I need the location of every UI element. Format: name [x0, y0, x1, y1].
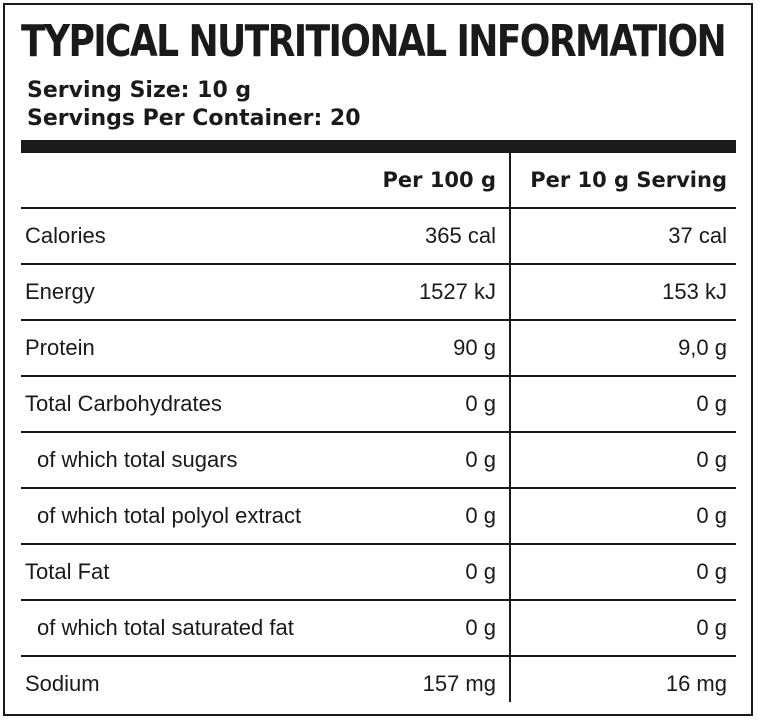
row-divider	[21, 487, 736, 489]
row-divider	[21, 543, 736, 545]
column-header-per-serving: Per 10 g Serving	[530, 168, 727, 192]
value-per-100g: 0 g	[465, 391, 496, 416]
value-per-serving: 0 g	[696, 447, 727, 472]
table-row: Calories 365 cal 37 cal	[21, 209, 736, 265]
column-header-per-100g: Per 100 g	[382, 168, 496, 192]
servings-per-container: Servings Per Container: 20	[27, 106, 361, 131]
serving-size: Serving Size: 10 g	[27, 78, 252, 103]
table-row: Energy 1527 kJ 153 kJ	[21, 265, 736, 321]
nutrient-name: Energy	[25, 279, 95, 304]
row-divider	[21, 655, 736, 657]
value-per-serving: 0 g	[696, 503, 727, 528]
value-per-serving: 9,0 g	[678, 335, 727, 360]
value-per-serving: 153 kJ	[662, 279, 727, 304]
value-per-serving: 16 mg	[665, 671, 727, 696]
nutrient-name: of which total sugars	[37, 447, 238, 472]
value-per-serving: 0 g	[696, 391, 727, 416]
value-per-100g: 365 cal	[425, 223, 496, 248]
table-row: Total Carbohydrates 0 g 0 g	[21, 377, 736, 433]
value-per-100g: 90 g	[453, 335, 496, 360]
value-per-100g: 157 mg	[422, 671, 496, 696]
table-header-row: Per 100 g Per 10 g Serving	[21, 153, 736, 209]
row-divider	[21, 319, 736, 321]
value-per-serving: 37 cal	[668, 223, 727, 248]
row-divider	[21, 375, 736, 377]
nutrient-name: Total Fat	[25, 559, 110, 584]
table-row: of which total polyol extract 0 g 0 g	[21, 489, 736, 545]
row-divider	[21, 263, 736, 265]
column-divider	[509, 153, 511, 702]
nutrient-name: of which total saturated fat	[37, 615, 294, 640]
header-divider-bar	[21, 140, 736, 153]
row-divider	[21, 207, 736, 209]
row-divider	[21, 599, 736, 601]
panel-title: TYPICAL NUTRITIONAL INFORMATION	[21, 16, 727, 67]
table-row: Sodium 157 mg 16 mg	[21, 657, 736, 713]
nutrient-name: Calories	[25, 223, 106, 248]
value-per-serving: 0 g	[696, 615, 727, 640]
table-row: Protein 90 g 9,0 g	[21, 321, 736, 377]
nutrition-panel	[3, 3, 753, 716]
value-per-100g: 0 g	[465, 615, 496, 640]
row-divider	[21, 431, 736, 433]
nutrient-name: Total Carbohydrates	[25, 391, 222, 416]
table-row: of which total saturated fat 0 g 0 g	[21, 601, 736, 657]
value-per-serving: 0 g	[696, 559, 727, 584]
nutrient-name: Sodium	[25, 671, 100, 696]
value-per-100g: 0 g	[465, 503, 496, 528]
value-per-100g: 0 g	[465, 447, 496, 472]
value-per-100g: 1527 kJ	[418, 279, 496, 304]
nutrient-name: Protein	[25, 335, 95, 360]
table-row: of which total sugars 0 g 0 g	[21, 433, 736, 489]
value-per-100g: 0 g	[465, 559, 496, 584]
table-row: Total Fat 0 g 0 g	[21, 545, 736, 601]
nutrient-name: of which total polyol extract	[37, 503, 302, 528]
